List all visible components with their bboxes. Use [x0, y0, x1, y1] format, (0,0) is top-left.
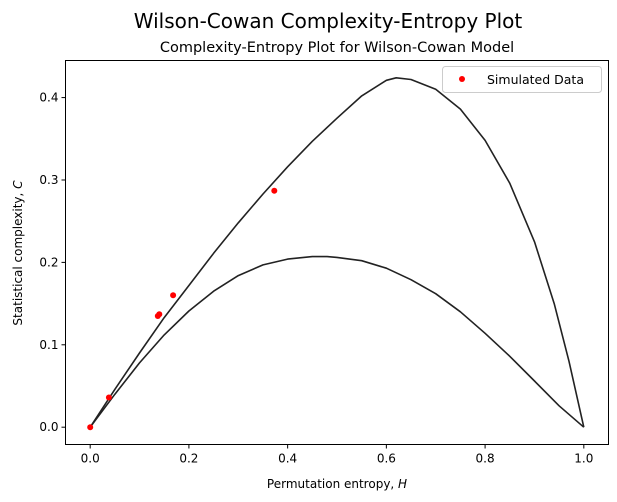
- legend-label: Simulated Data: [487, 72, 584, 87]
- data-point-3: [156, 311, 163, 318]
- legend-marker: [459, 76, 465, 82]
- data-point-1: [105, 394, 112, 401]
- y-axis: 0.0 0.1 0.2 0.3 0.4: [39, 91, 66, 434]
- y-tick-label: 0.0: [39, 420, 58, 434]
- x-tick-label: 1.0: [574, 452, 593, 466]
- plot-area: [65, 60, 609, 445]
- curve-1: [89, 77, 585, 428]
- x-tick-label: 0.4: [278, 452, 297, 466]
- y-axis-label-text: Statistical complexity,: [11, 189, 25, 326]
- curves-layer: [89, 77, 585, 428]
- figure-suptitle: Wilson-Cowan Complexity-Entropy Plot: [134, 9, 523, 33]
- chart-title: Complexity-Entropy Plot for Wilson-Cowan…: [160, 40, 514, 56]
- x-axis-label-text: Permutation entropy,: [267, 477, 398, 491]
- y-tick-label: 0.2: [39, 255, 58, 269]
- points-layer: [87, 187, 278, 431]
- data-point-4: [170, 292, 177, 299]
- y-tick-label: 0.4: [39, 91, 58, 105]
- y-tick-label: 0.1: [39, 338, 58, 352]
- y-tick-label: 0.3: [39, 173, 58, 187]
- y-axis-label-var: C: [11, 180, 25, 189]
- x-tick-label: 0.6: [377, 452, 396, 466]
- legend-box: [442, 66, 602, 93]
- y-axis-label: Statistical complexity, C: [11, 180, 25, 326]
- x-tick-label: 0.0: [81, 452, 100, 466]
- x-axis-label-var: H: [398, 477, 407, 491]
- x-tick-label: 0.2: [179, 452, 198, 466]
- data-point-0: [87, 424, 94, 431]
- legend: Simulated Data: [442, 66, 602, 93]
- x-axis: 0.0 0.2 0.4 0.6 0.8 1.0: [81, 444, 593, 466]
- x-tick-label: 0.8: [476, 452, 495, 466]
- x-axis-label: Permutation entropy, H: [267, 477, 407, 491]
- axes-frame: [65, 60, 609, 445]
- curve-2: [89, 255, 585, 428]
- data-point-5: [271, 187, 278, 194]
